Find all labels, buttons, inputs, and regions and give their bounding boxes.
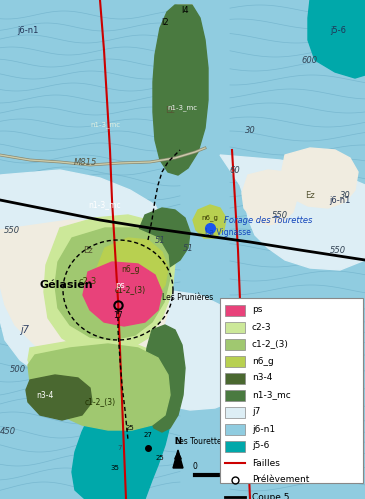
- Text: ps: ps: [115, 280, 125, 289]
- Text: n3-4: n3-4: [36, 391, 54, 400]
- Polygon shape: [28, 344, 170, 430]
- Polygon shape: [138, 208, 190, 268]
- Text: n1-3_mc: n1-3_mc: [90, 122, 120, 128]
- Bar: [225, 424, 245, 435]
- Text: j7: j7: [252, 408, 260, 417]
- Polygon shape: [157, 5, 200, 148]
- Text: N: N: [174, 437, 181, 446]
- Text: 27: 27: [143, 432, 153, 438]
- Text: c1-2_(3): c1-2_(3): [252, 339, 289, 348]
- Text: c2-3: c2-3: [252, 322, 272, 331]
- Text: 60: 60: [230, 166, 241, 175]
- Text: n1-3_mc: n1-3_mc: [89, 201, 121, 210]
- Polygon shape: [242, 170, 298, 225]
- Bar: [225, 356, 245, 367]
- Text: l2: l2: [161, 17, 169, 26]
- Text: j6-n1: j6-n1: [17, 25, 39, 34]
- Text: 35: 35: [111, 465, 119, 471]
- Text: ps: ps: [252, 305, 262, 314]
- Polygon shape: [97, 238, 168, 305]
- Text: 600: 600: [240, 360, 256, 369]
- Text: Ez: Ez: [165, 105, 175, 114]
- Text: n3-4: n3-4: [252, 373, 272, 383]
- Text: c1-2_(3): c1-2_(3): [84, 398, 116, 407]
- Text: La Vignasse: La Vignasse: [205, 228, 251, 237]
- Text: M815: M815: [73, 158, 97, 167]
- Text: 25: 25: [126, 425, 134, 431]
- Text: j7: j7: [20, 325, 30, 335]
- Text: Prélèvement: Prélèvement: [252, 476, 310, 485]
- Bar: [225, 407, 245, 418]
- Polygon shape: [55, 228, 170, 340]
- Text: c2-3: c2-3: [79, 277, 97, 286]
- Bar: [225, 390, 245, 401]
- Text: j5-6: j5-6: [330, 25, 346, 34]
- Polygon shape: [145, 325, 185, 432]
- Text: 500: 500: [10, 365, 26, 375]
- Text: n6_g: n6_g: [252, 356, 274, 365]
- Polygon shape: [26, 375, 92, 420]
- Text: Forage des Tourettes: Forage des Tourettes: [224, 216, 312, 225]
- Polygon shape: [28, 338, 170, 428]
- Polygon shape: [308, 0, 365, 78]
- Text: 0: 0: [193, 462, 197, 471]
- Polygon shape: [0, 170, 170, 388]
- Text: Coupe 5: Coupe 5: [252, 493, 289, 499]
- Text: j5-6: j5-6: [252, 442, 269, 451]
- Polygon shape: [44, 215, 175, 354]
- Text: 25: 25: [155, 455, 164, 461]
- Text: 450: 450: [0, 428, 16, 437]
- Text: l4: l4: [181, 5, 189, 14]
- Polygon shape: [0, 220, 170, 372]
- Text: 550: 550: [340, 478, 356, 487]
- Text: 550: 550: [4, 226, 20, 235]
- Text: Ez: Ez: [83, 246, 93, 254]
- Text: Gélasien: Gélasien: [40, 280, 94, 290]
- Text: n6_g: n6_g: [201, 215, 218, 222]
- Bar: [225, 339, 245, 350]
- Bar: [225, 441, 245, 452]
- Text: 30: 30: [339, 191, 350, 200]
- Polygon shape: [125, 290, 255, 410]
- Text: n1-3_mc: n1-3_mc: [252, 391, 291, 400]
- Text: Les Tourettes: Les Tourettes: [175, 438, 226, 447]
- Bar: [225, 305, 245, 316]
- Polygon shape: [153, 5, 208, 175]
- Text: Failles: Failles: [252, 459, 280, 468]
- Bar: [220, 298, 363, 483]
- Text: 30: 30: [245, 126, 255, 135]
- Text: 17: 17: [113, 310, 123, 319]
- Text: n1-3_mc: n1-3_mc: [167, 105, 197, 111]
- Text: j7: j7: [264, 305, 273, 315]
- Text: c1-2_(3): c1-2_(3): [115, 285, 146, 294]
- Polygon shape: [83, 262, 162, 326]
- Polygon shape: [193, 205, 226, 238]
- Polygon shape: [220, 155, 365, 270]
- Text: n6_g: n6_g: [121, 265, 139, 274]
- Polygon shape: [173, 450, 183, 468]
- Text: 51: 51: [155, 236, 165, 245]
- Text: 550: 550: [330, 246, 346, 254]
- Polygon shape: [282, 148, 358, 208]
- Text: j6-n1: j6-n1: [329, 196, 351, 205]
- Text: 600: 600: [302, 55, 318, 64]
- Text: Ez: Ez: [305, 191, 315, 200]
- Text: 0,1 km: 0,1 km: [235, 462, 261, 471]
- Polygon shape: [72, 375, 172, 499]
- Text: 550: 550: [272, 211, 288, 220]
- Bar: [225, 322, 245, 333]
- Bar: [225, 373, 245, 384]
- Text: Les Prunières: Les Prunières: [162, 293, 213, 302]
- Text: j6-n1: j6-n1: [252, 425, 275, 434]
- Text: 7: 7: [118, 445, 122, 451]
- Text: 51: 51: [182, 244, 193, 252]
